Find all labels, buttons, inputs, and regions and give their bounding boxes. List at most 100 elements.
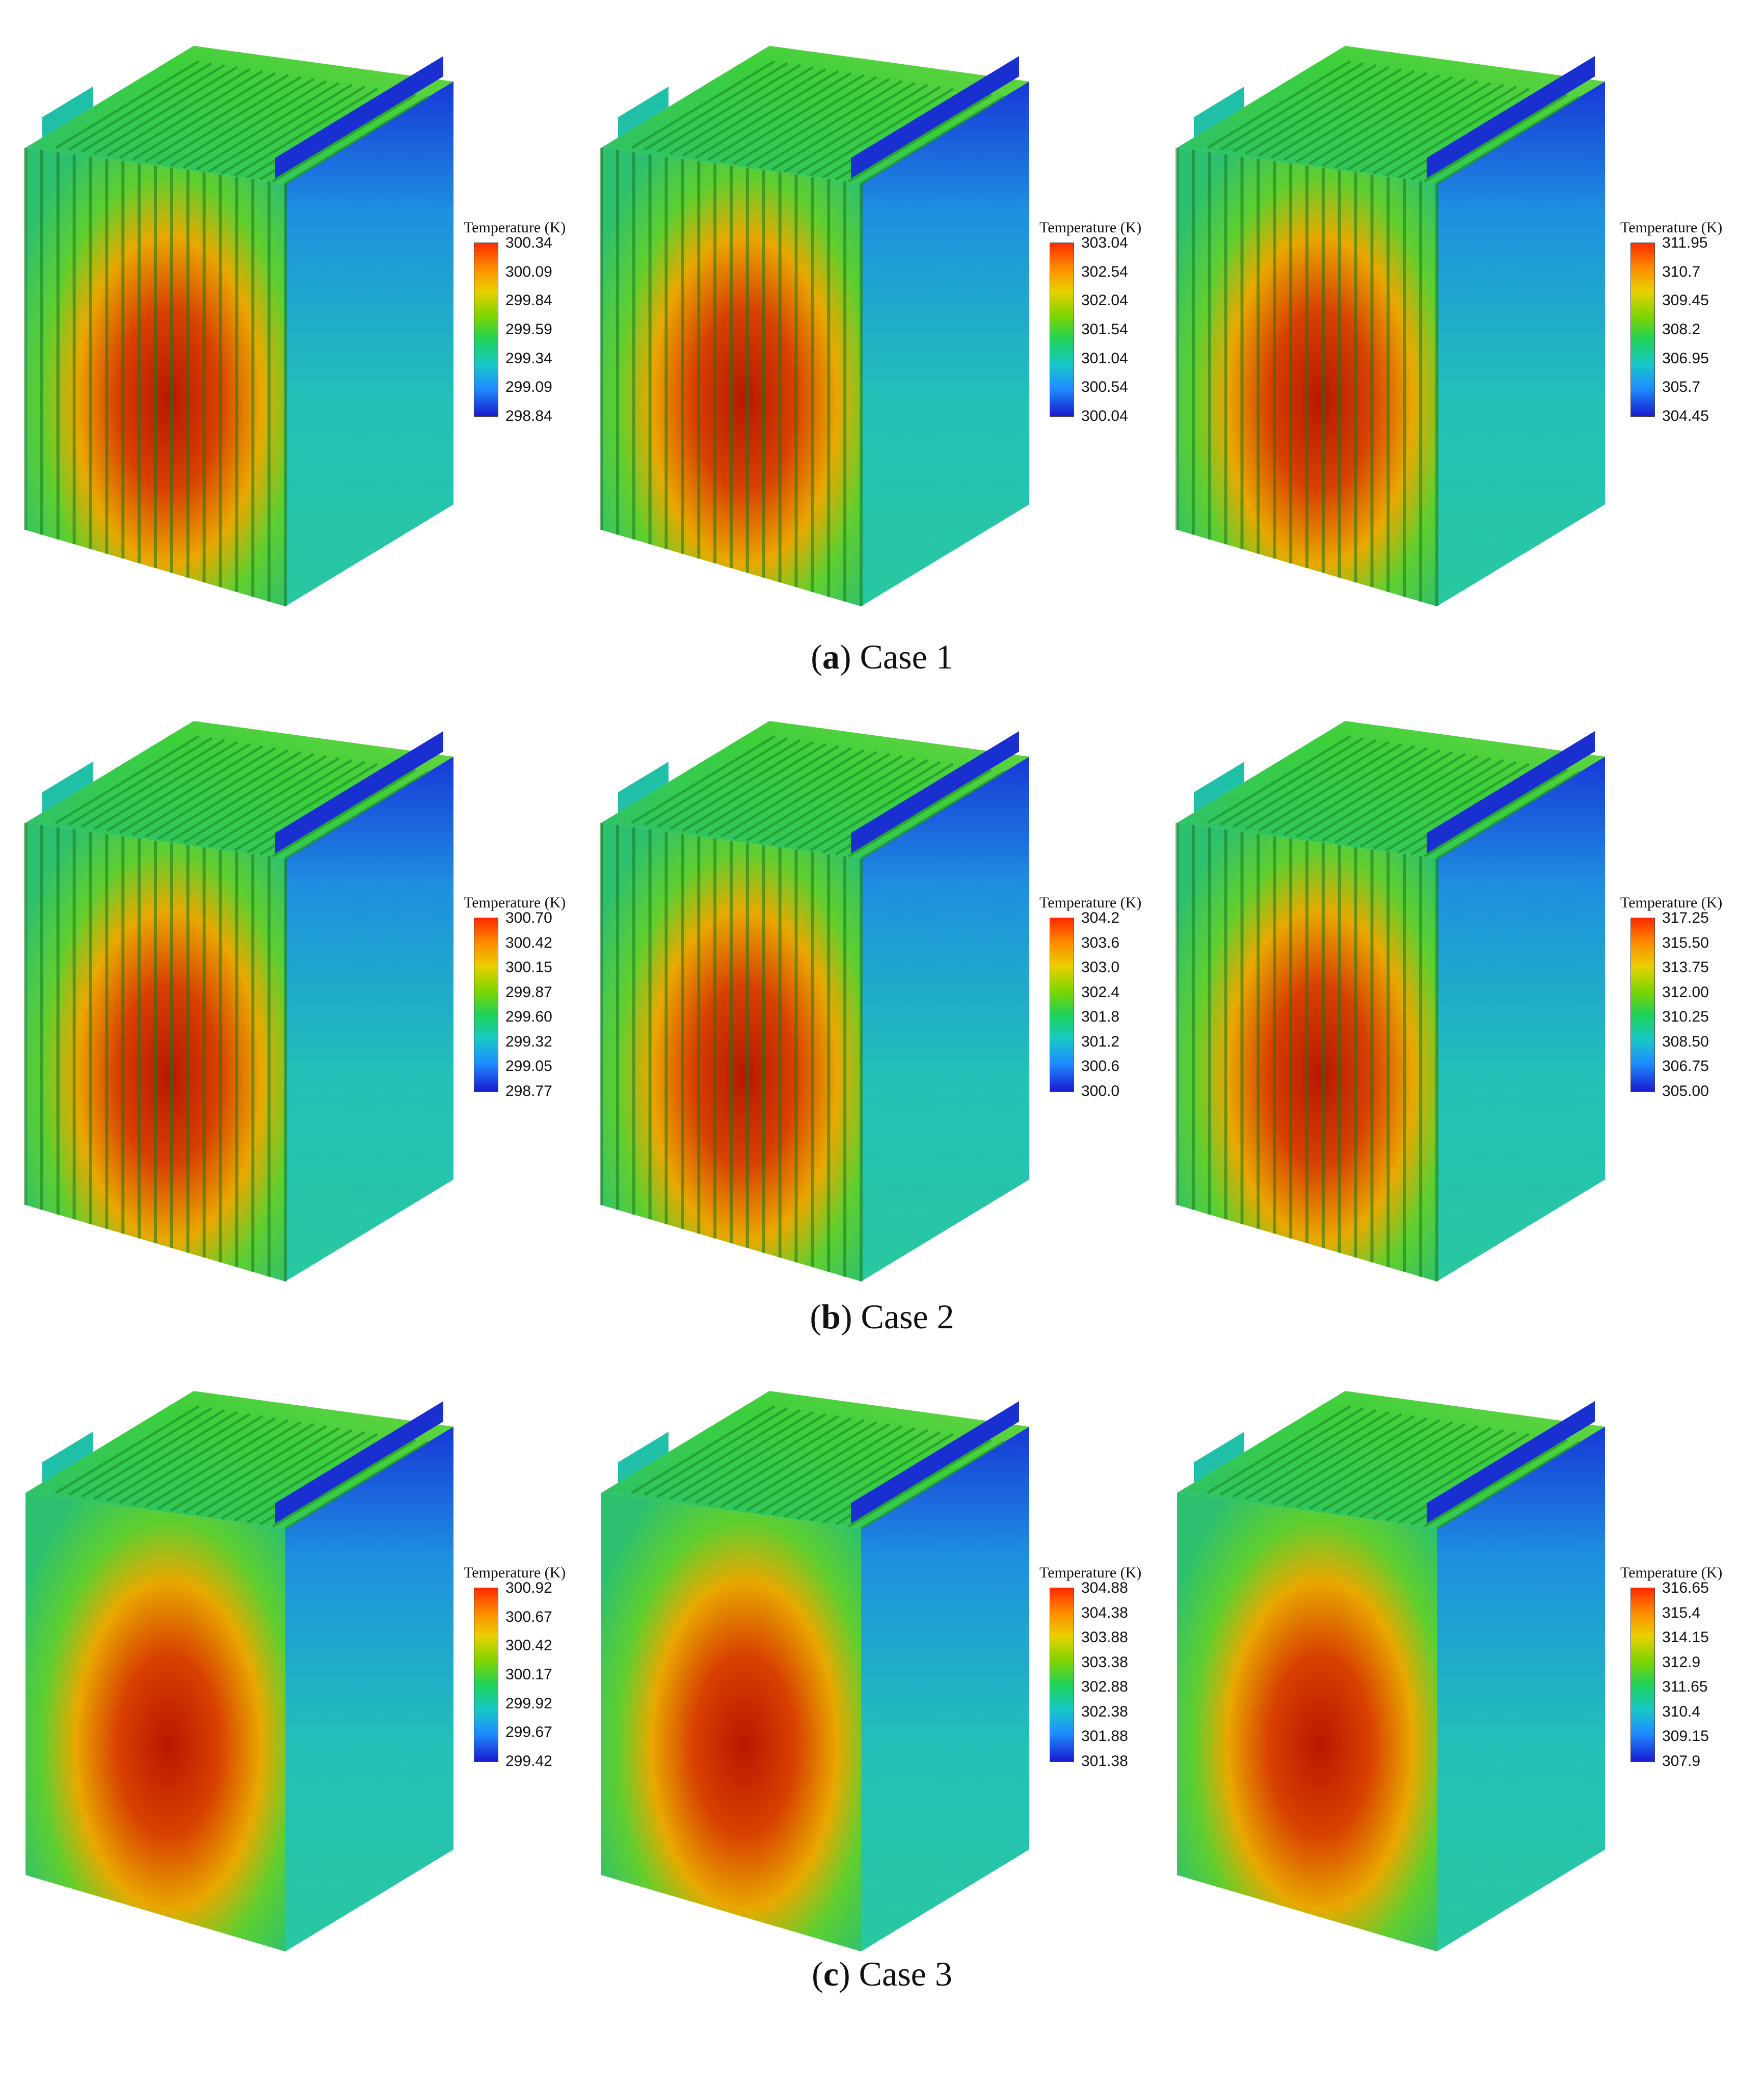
battery-model <box>25 1391 453 1951</box>
legend-tick-label: 302.38 <box>1081 1703 1128 1720</box>
terminal-right <box>851 56 1019 178</box>
terminal-right <box>1427 56 1595 178</box>
legend-tick-label: 307.9 <box>1662 1753 1701 1770</box>
color-scale-bar <box>1631 918 1655 1092</box>
caption-letter: c <box>823 1954 839 1993</box>
legend-tick-label: 313.75 <box>1662 959 1709 976</box>
battery-model <box>1175 721 1605 1281</box>
top-fin <box>1219 62 1364 151</box>
legend-tick-label: 305.00 <box>1662 1083 1709 1100</box>
top-fin <box>847 1438 992 1528</box>
top-fin <box>119 745 263 834</box>
terminal-left <box>1194 1432 1244 1483</box>
legend-tick-label: 305.7 <box>1662 379 1701 396</box>
battery-contour-plot <box>591 685 1050 1297</box>
legend-tick-label: 302.88 <box>1081 1678 1128 1696</box>
top-fin <box>119 70 263 159</box>
legend-tick-label: 315.4 <box>1662 1604 1701 1621</box>
case-row: Temperature (K) 300.70 300.42 300.15 299.87 2… <box>0 685 1764 1297</box>
battery-front-face <box>1177 1493 1437 1951</box>
top-fin <box>745 753 890 842</box>
top-fin <box>656 1409 801 1498</box>
legend-tick-label: 300.04 <box>1081 408 1128 424</box>
terminal-right <box>275 1401 443 1523</box>
legend-tick-label: 299.87 <box>505 983 552 1001</box>
case-row: Temperature (K) 300.92 300.67 300.42 300.17 2… <box>0 1355 1764 1967</box>
legend-tick-label: 301.8 <box>1081 1008 1120 1026</box>
color-scale-bar <box>1631 1588 1655 1762</box>
top-fin <box>771 757 916 846</box>
top-fin <box>720 749 865 838</box>
legend-tick-label: 310.4 <box>1662 1703 1701 1720</box>
top-fin <box>656 64 801 153</box>
top-fin <box>809 88 954 177</box>
top-fin <box>284 95 429 185</box>
legend-tick-label: 300.70 <box>505 909 552 926</box>
battery-side-face <box>285 757 453 1281</box>
top-fin <box>631 1405 776 1494</box>
legend-tick-label: 300.0 <box>1081 1083 1120 1100</box>
top-fin <box>1347 757 1491 846</box>
legend-tick-label: 302.04 <box>1081 292 1128 309</box>
legend-tick-label: 304.88 <box>1081 1579 1128 1596</box>
top-fin <box>1296 749 1440 838</box>
top-fin <box>1207 60 1351 149</box>
top-fin <box>106 68 251 157</box>
top-fin <box>68 737 212 826</box>
top-fin <box>1232 1409 1377 1498</box>
legend-title: Temperature (K) <box>1039 1564 1142 1581</box>
legend-tick-label: 304.38 <box>1081 1604 1128 1621</box>
top-fin <box>1283 72 1428 161</box>
battery-contour-plot <box>15 10 474 622</box>
top-fin <box>644 1407 788 1496</box>
top-fin <box>809 763 954 852</box>
top-fin <box>131 1417 276 1506</box>
top-fin <box>644 62 788 151</box>
legend-tick-label: 301.2 <box>1081 1033 1120 1050</box>
top-fin <box>758 755 903 844</box>
legend-tick-label: 299.42 <box>505 1753 552 1770</box>
top-fin <box>1334 755 1479 844</box>
top-fin <box>694 70 839 159</box>
top-fin <box>1207 735 1351 824</box>
top-fin <box>1334 79 1479 169</box>
case-caption: (a) Case 1 <box>811 637 953 676</box>
legend-tick-label: 299.60 <box>505 1008 552 1026</box>
battery-contour-plot <box>15 685 474 1297</box>
legend-tick-label: 298.84 <box>505 408 552 424</box>
battery-contour-plot <box>591 1355 1050 1967</box>
top-fin <box>272 93 416 183</box>
top-fin <box>1296 74 1440 163</box>
legend-tick-label: 300.42 <box>505 1637 552 1654</box>
terminal-right <box>1427 731 1595 853</box>
top-fin <box>631 60 776 149</box>
top-fin <box>221 86 365 175</box>
top-fin <box>195 757 340 846</box>
legend-tick-label: 311.65 <box>1662 1678 1708 1696</box>
top-fin <box>796 761 941 850</box>
top-fin <box>1334 1425 1479 1514</box>
top-fin <box>784 759 928 848</box>
top-fin <box>733 75 877 165</box>
top-fin <box>1270 745 1415 834</box>
top-fin <box>208 759 353 848</box>
top-fin <box>170 1423 314 1512</box>
legend-tick-label: 300.09 <box>505 263 552 280</box>
top-fin <box>106 1413 251 1502</box>
legend-tick-label: 309.45 <box>1662 292 1709 309</box>
color-scale-bar <box>474 243 498 417</box>
top-fin <box>131 747 276 836</box>
top-fin <box>1296 1419 1440 1508</box>
battery-contour-plot <box>1167 10 1625 622</box>
legend-tick-label: 306.95 <box>1662 350 1709 367</box>
top-fin <box>131 72 276 161</box>
legend-title: Temperature (K) <box>1620 219 1723 236</box>
legend-tick-label: 303.0 <box>1081 959 1120 976</box>
top-fin <box>106 743 251 832</box>
battery-side-face <box>861 1427 1029 1951</box>
top-fin <box>170 753 314 842</box>
legend-tick-label: 299.59 <box>505 321 552 338</box>
legend-tick-label: 308.50 <box>1662 1033 1709 1050</box>
top-fin <box>694 1415 839 1504</box>
top-fin <box>55 735 200 824</box>
